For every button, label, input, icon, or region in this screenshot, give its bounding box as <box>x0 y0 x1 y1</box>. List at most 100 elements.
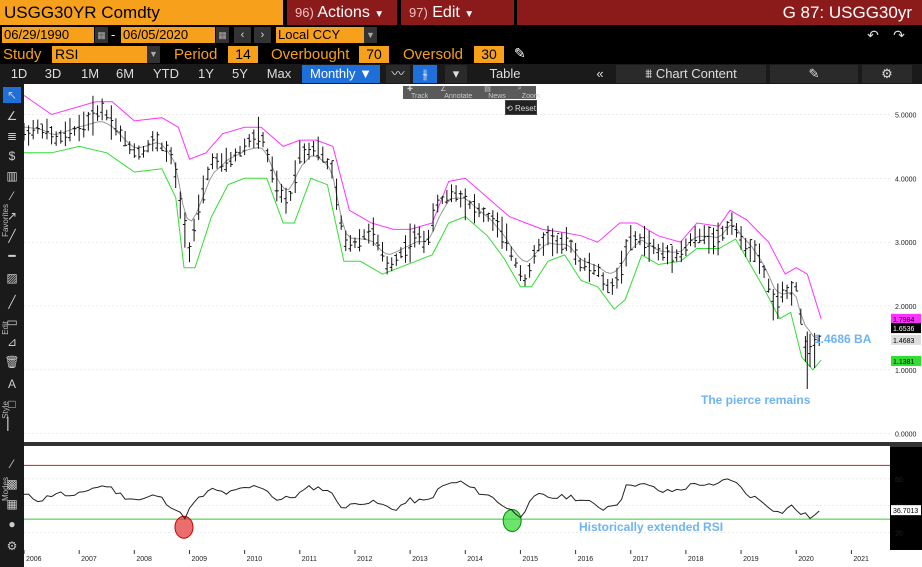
edit-num: 97) <box>409 5 428 20</box>
study-icon[interactable]: ▥ <box>6 169 18 183</box>
chevron-down-icon[interactable]: ▼ <box>147 46 160 63</box>
mini-toolbar: ✚ Track ∠ Annotate ▤ News ⌕ Zoom <box>403 85 540 100</box>
chart-area[interactable]: 5.0000 4.0000 3.0000 2.0000 1.0000 0.0000 1.79… <box>24 84 922 567</box>
tab-5y[interactable]: 5Y <box>232 66 248 81</box>
start-date-field[interactable]: 06/29/1990 <box>2 27 94 43</box>
chart-content-button[interactable]: ⩩ Chart Content <box>616 65 766 83</box>
end-date-field[interactable]: 06/05/2020 <box>121 27 215 43</box>
tab-1y[interactable]: 1Y <box>198 66 214 81</box>
price-tick-label: 0.0000 <box>895 432 917 439</box>
news-label: News <box>488 93 506 100</box>
tab-6m[interactable]: 6M <box>115 66 135 81</box>
reset-icon: ⟲ <box>506 104 516 113</box>
rsi-highlight-marker <box>174 515 194 539</box>
reset-button[interactable]: ⟲ Reset <box>505 100 537 115</box>
next-arrow-icon[interactable]: › <box>254 27 271 43</box>
chevron-down-icon[interactable]: ▼ <box>364 27 377 43</box>
frequency-select[interactable]: Monthly ▼ <box>302 65 380 83</box>
title-bar: USGG30YR Comdty 96) Actions ▼ 97) Edit ▼… <box>0 0 922 25</box>
draw-icon[interactable]: ∠ <box>6 109 18 123</box>
edit-label: Edit <box>432 4 460 21</box>
collapse-icon[interactable]: « <box>596 66 604 81</box>
graph-code: G 87: USGG30yr <box>517 0 922 25</box>
value-badge-text: 1.4683 <box>893 338 915 345</box>
color-swatch-icon[interactable]: □ <box>8 397 16 411</box>
edit-chart-icon[interactable]: ✎ <box>770 65 858 83</box>
x-axis: 2006 2007 2008 2009 2010 2011 2012 2013 2014 2015… <box>24 550 922 567</box>
chevron-down-icon: ▼ <box>359 66 373 81</box>
price-annotation: 1.4686 BA <box>814 332 872 346</box>
frequency-label: Monthly <box>309 66 356 81</box>
channel-icon[interactable]: ▨ <box>6 271 18 285</box>
x-tick-label: 2006 <box>26 556 42 563</box>
prev-arrow-icon[interactable]: ‹ <box>234 27 251 43</box>
pointer-icon[interactable]: ↖ <box>3 87 21 103</box>
line-icon[interactable]: ╱ <box>8 229 16 243</box>
value-badge-text: 1.1381 <box>893 359 915 366</box>
chevron-down-icon[interactable]: ▾ <box>445 65 467 83</box>
mode-icon[interactable]: ▩ <box>6 477 18 491</box>
edit-menu-button[interactable]: 97) Edit ▼ <box>401 0 514 25</box>
line-chart-icon[interactable]: 〰 <box>386 65 410 83</box>
currency-select[interactable]: Local CCY <box>276 27 364 43</box>
width-icon[interactable]: ▏ <box>7 417 17 431</box>
chart-content-label: Chart Content <box>655 66 737 81</box>
magnet-icon[interactable]: ⊿ <box>6 335 18 349</box>
table-button[interactable]: Table <box>489 66 521 81</box>
actions-num: 96) <box>295 5 314 20</box>
ohlc-chart-icon[interactable]: ⫳ <box>413 65 437 83</box>
panel-divider <box>24 442 922 447</box>
tab-max[interactable]: Max <box>266 66 292 81</box>
color-icon[interactable]: ● <box>8 517 16 531</box>
arrow-icon[interactable]: ↗ <box>6 209 18 223</box>
study-select[interactable]: RSI <box>52 46 147 63</box>
ratio-icon[interactable]: $ <box>8 149 16 163</box>
x-tick-label: 2009 <box>191 556 207 563</box>
mode-icon[interactable]: ⁄ <box>10 457 13 471</box>
overbought-label: Overbought <box>271 46 350 63</box>
calendar-icon[interactable]: ▦ <box>216 27 229 43</box>
x-tick-label: 2010 <box>247 556 263 563</box>
study-label: Study <box>3 46 42 63</box>
rsi-line <box>24 478 820 520</box>
redo-icon[interactable]: ↷ <box>893 27 905 43</box>
rsi-value-badge-text: 36.7013 <box>893 508 918 515</box>
news-button[interactable]: ▤ News <box>480 85 514 100</box>
price-axis-bg <box>890 84 922 443</box>
value-badge <box>891 323 921 334</box>
actions-label: Actions <box>317 4 370 21</box>
zoom-button[interactable]: ⌕ Zoom <box>514 85 548 100</box>
calendar-icon[interactable]: ▦ <box>95 27 108 43</box>
x-tick-label: 2013 <box>412 556 428 563</box>
undo-icon[interactable]: ↶ <box>867 27 879 43</box>
trend-icon[interactable]: ⁄ <box>10 189 13 203</box>
text-icon[interactable]: A <box>7 377 16 391</box>
brush-icon[interactable]: ╱ <box>8 295 16 309</box>
annotate-button[interactable]: ∠ Annotate <box>436 85 480 100</box>
price-panel: 5.0000 4.0000 3.0000 2.0000 1.0000 0.0000 1.79… <box>24 84 922 447</box>
fib-icon[interactable]: ≣ <box>6 129 18 143</box>
period-input[interactable]: 14 <box>228 46 258 63</box>
track-label: Track <box>411 93 429 100</box>
oversold-input[interactable]: 30 <box>474 46 504 63</box>
tab-ytd[interactable]: YTD <box>153 66 179 81</box>
gear-icon[interactable]: ⚙ <box>862 65 912 83</box>
edit-label: Edit <box>1 321 10 335</box>
track-button[interactable]: ✚ Track <box>403 85 436 100</box>
rsi-value-badge <box>891 505 921 516</box>
actions-menu-button[interactable]: 96) Actions ▼ <box>287 0 397 25</box>
rsi-annotation: Historically extended RSI <box>579 520 723 534</box>
pencil-icon[interactable]: ✎ <box>514 45 526 61</box>
gear-icon[interactable]: ⚙ <box>6 539 18 553</box>
eraser-icon[interactable]: ▭ <box>6 315 18 329</box>
tab-1m[interactable]: 1M <box>80 66 100 81</box>
hline-icon[interactable]: ━ <box>8 249 16 263</box>
mode-icon[interactable]: ▦ <box>6 497 18 511</box>
ticker-field[interactable]: USGG30YR Comdty <box>0 0 283 25</box>
trash-icon[interactable]: 🗑 <box>4 355 20 369</box>
overbought-input[interactable]: 70 <box>359 46 389 63</box>
tab-1d[interactable]: 1D <box>10 66 28 81</box>
period-label: Period <box>174 46 218 63</box>
tab-3d[interactable]: 3D <box>44 66 62 81</box>
